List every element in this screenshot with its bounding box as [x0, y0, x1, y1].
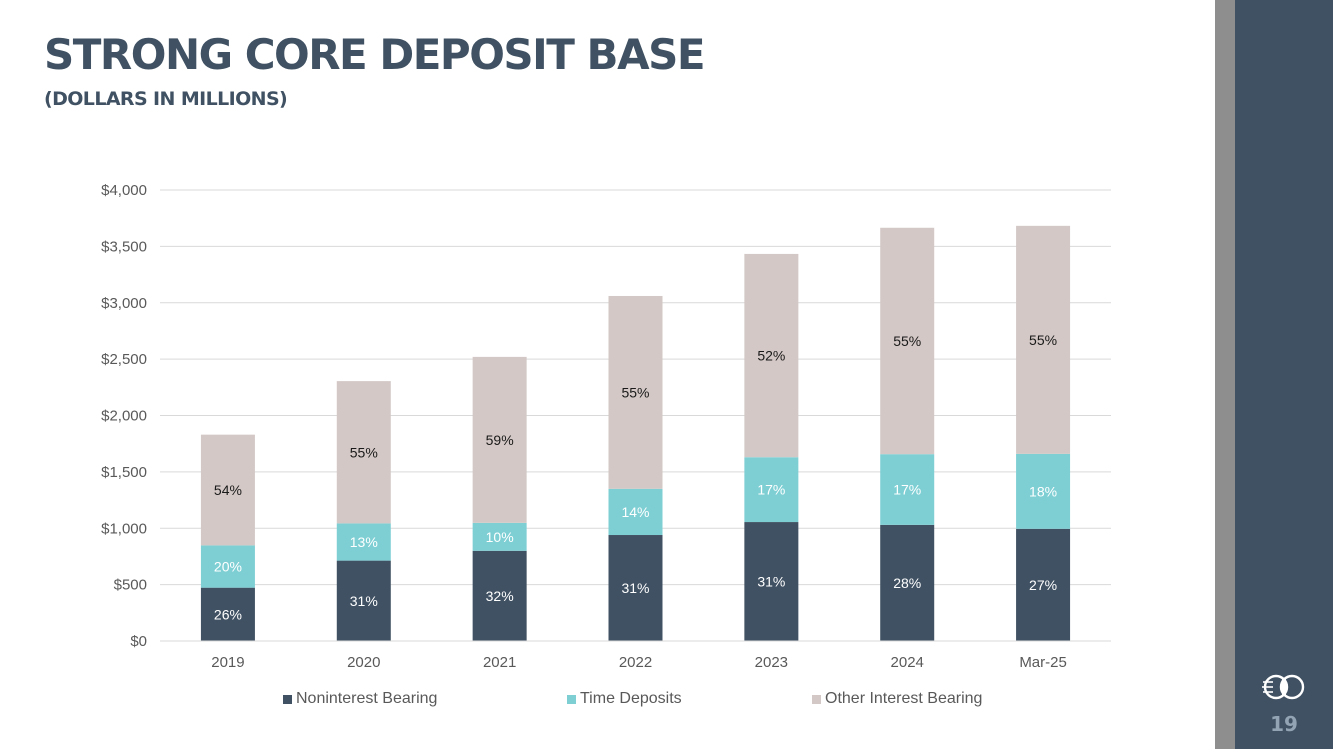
side-rail-gray [1215, 0, 1235, 749]
legend-label: Other Interest Bearing [825, 690, 983, 707]
bar-segment [336, 381, 391, 524]
bar-segment [336, 560, 391, 641]
side-rail [1235, 0, 1333, 749]
x-tick-label: 2019 [211, 654, 244, 671]
x-tick-label: 2023 [755, 654, 788, 671]
x-tick-label: 2020 [347, 654, 380, 671]
legend-swatch [812, 694, 821, 704]
data-label: 27% [1029, 577, 1057, 593]
data-label: 31% [621, 580, 649, 596]
data-label: 17% [893, 482, 921, 498]
bar-segment [880, 524, 935, 641]
bar-segment [1016, 225, 1071, 454]
y-tick-label: $3,500 [101, 238, 147, 255]
page-number: 19 [1270, 712, 1298, 736]
data-label: 52% [757, 348, 785, 364]
bar-segment [1016, 528, 1071, 641]
bar-segment [200, 434, 255, 546]
company-logo-icon [1262, 674, 1305, 700]
data-label: 55% [893, 333, 921, 349]
legend-item: Time Deposits [567, 690, 682, 708]
bar-segment [880, 454, 935, 525]
bar-segment [200, 587, 255, 641]
legend-label: Time Deposits [580, 690, 682, 707]
data-label: 55% [1029, 332, 1057, 348]
data-label: 28% [893, 575, 921, 591]
data-label: 31% [350, 593, 378, 609]
data-label: 13% [350, 534, 378, 550]
bar-segment [744, 253, 799, 458]
bar-segment [336, 523, 391, 561]
bar-segment [1016, 453, 1071, 529]
data-label: 17% [757, 482, 785, 498]
bar-segment [744, 457, 799, 523]
x-tick-label: 2021 [483, 654, 516, 671]
data-label: 59% [486, 432, 514, 448]
data-label: 31% [757, 574, 785, 590]
page-title: STRONG CORE DEPOSIT BASE [44, 30, 706, 79]
data-label: 55% [350, 444, 378, 460]
bar-segment [472, 550, 527, 641]
legend-item: Noninterest Bearing [283, 690, 437, 708]
bar-segment [472, 356, 527, 523]
x-tick-label: 2022 [619, 654, 652, 671]
data-label: 26% [214, 606, 242, 622]
data-label: 32% [486, 588, 514, 604]
legend-swatch [283, 694, 292, 704]
y-tick-label: $2,000 [101, 408, 147, 425]
data-label: 54% [214, 482, 242, 498]
bar-segment [608, 535, 663, 641]
x-tick-label: Mar-25 [1019, 654, 1067, 671]
y-tick-label: $2,500 [101, 351, 147, 368]
y-tick-label: $4,000 [101, 182, 147, 199]
legend-item: Other Interest Bearing [812, 690, 982, 708]
bar-segment [880, 227, 935, 455]
data-label: 20% [214, 559, 242, 575]
y-tick-label: $0 [130, 633, 147, 650]
bar-segment [608, 488, 663, 536]
deposit-chart: $0 $500 $1,000 $1,500 $2,000 $2,500 $3,000 $3,5… [101, 182, 1111, 671]
data-label: 18% [1029, 483, 1057, 499]
page-subtitle: (DOLLARS IN MILLIONS) [44, 88, 288, 110]
bar-segment [744, 522, 799, 641]
y-tick-label: $1,000 [101, 520, 147, 537]
y-tick-label: $1,500 [101, 464, 147, 481]
y-tick-label: $500 [114, 577, 147, 594]
x-tick-label: 2024 [891, 654, 924, 671]
bar-segment [472, 522, 527, 551]
legend-label: Noninterest Bearing [296, 690, 438, 707]
legend-swatch [567, 694, 576, 704]
y-tick-label: $3,000 [101, 295, 147, 312]
data-label: 14% [621, 504, 649, 520]
chart-legend: Noninterest Bearing Time Deposits Other In… [0, 690, 1215, 712]
data-label: 10% [486, 529, 514, 545]
bar-segment [200, 545, 255, 588]
bar-segment [608, 295, 663, 489]
data-label: 55% [621, 384, 649, 400]
